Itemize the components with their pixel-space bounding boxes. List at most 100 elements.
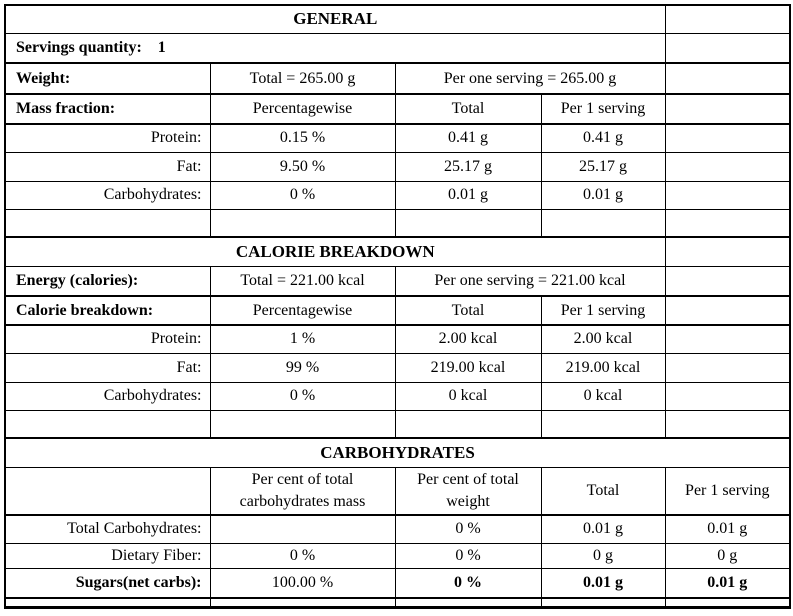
table-row: Protein: 1 % 2.00 kcal 2.00 kcal — [4, 324, 791, 354]
carbs-col-total: Total — [540, 466, 666, 516]
empty-cell — [394, 208, 542, 238]
calories-carbs-total: 0 kcal — [394, 381, 542, 411]
weight-per-serving-cell: Per one serving = 265.00 g — [394, 62, 666, 95]
calories-protein-label: Protein: — [4, 324, 211, 354]
general-carbs-pct: 0 % — [209, 180, 396, 210]
general-col-per-serving: Per 1 serving — [540, 93, 666, 125]
general-protein-per-serving: 0.41 g — [540, 123, 666, 153]
calories-protein-pct: 1 % — [209, 324, 396, 354]
calories-carbs-label: Carbohydrates: — [4, 381, 211, 411]
servings-quantity-value: 1 — [157, 38, 166, 56]
weight-label: Weight: — [4, 62, 211, 95]
general-title-side-cell — [664, 4, 791, 34]
empty-cell — [394, 409, 542, 439]
carbs-col-pct-weight: Per cent of total weight — [394, 466, 542, 516]
side-cell — [664, 381, 791, 411]
dietary-fiber-label: Dietary Fiber: — [4, 542, 211, 569]
general-fat-total: 25.17 g — [394, 151, 542, 182]
carbs-header-empty-cell — [4, 466, 211, 516]
weight-total-cell: Total = 265.00 g — [209, 62, 396, 95]
calories-fat-total: 219.00 kcal — [394, 352, 542, 383]
general-fat-pct: 9.50 % — [209, 151, 396, 182]
general-col-percentagewise: Percentagewise — [209, 93, 396, 125]
sugars-label: Sugars(net carbs): — [4, 567, 211, 599]
sugars-pct-mass: 100.00 % — [209, 567, 396, 599]
total-carbs-total: 0.01 g — [540, 514, 666, 544]
general-protein-total: 0.41 g — [394, 123, 542, 153]
table-row: Carbohydrates: 0 % 0 kcal 0 kcal — [4, 381, 791, 411]
empty-cell — [4, 409, 211, 439]
table-row: Carbohydrates: 0 % 0.01 g 0.01 g — [4, 180, 791, 210]
table-row: Protein: 0.15 % 0.41 g 0.41 g — [4, 123, 791, 153]
side-cell — [664, 151, 791, 182]
calorie-breakdown-side-cell — [664, 295, 791, 326]
empty-cell — [540, 409, 666, 439]
side-cell — [664, 180, 791, 210]
empty-cell — [4, 597, 211, 608]
empty-cell — [664, 597, 791, 608]
general-carbs-per-serving: 0.01 g — [540, 180, 666, 210]
energy-total-cell: Total = 221.00 kcal — [209, 265, 396, 297]
empty-cell — [664, 208, 791, 238]
energy-side-cell — [664, 265, 791, 297]
general-section-title: GENERAL — [4, 4, 666, 34]
empty-cell — [209, 208, 396, 238]
servings-quantity-label: Servings quantity: — [16, 38, 142, 56]
empty-cell — [540, 597, 666, 608]
servings-side-cell — [664, 32, 791, 64]
servings-quantity-row: Servings quantity: 1 — [4, 32, 666, 64]
carbohydrates-section-title: CARBOHYDRATES — [4, 437, 791, 468]
empty-cell — [664, 409, 791, 439]
dietary-fiber-pct-weight: 0 % — [394, 542, 542, 569]
calories-section-title: CALORIE BREAKDOWN — [4, 236, 666, 267]
table-row: Total Carbohydrates: 0 % 0.01 g 0.01 g — [4, 514, 791, 544]
empty-cell — [394, 597, 542, 608]
sugars-pct-weight: 0 % — [394, 567, 542, 599]
cutoff-stub-row — [4, 597, 791, 608]
weight-side-cell — [664, 62, 791, 95]
calories-fat-label: Fat: — [4, 352, 211, 383]
calorie-breakdown-label: Calorie breakdown: — [4, 295, 211, 326]
dietary-fiber-per-serving: 0 g — [664, 542, 791, 569]
empty-cell — [4, 208, 211, 238]
sugars-per-serving: 0.01 g — [664, 567, 791, 599]
calories-fat-per-serving: 219.00 kcal — [540, 352, 666, 383]
empty-cell — [540, 208, 666, 238]
nutrition-table: GENERAL Servings quantity: 1 Weight: Tota… — [4, 4, 792, 609]
dietary-fiber-pct-mass: 0 % — [209, 542, 396, 569]
mass-fraction-label: Mass fraction: — [4, 93, 211, 125]
energy-per-serving-cell: Per one serving = 221.00 kcal — [394, 265, 666, 297]
side-cell — [664, 123, 791, 153]
side-cell — [664, 352, 791, 383]
total-carbs-pct-mass — [209, 514, 396, 544]
general-carbs-label: Carbohydrates: — [4, 180, 211, 210]
calories-col-total: Total — [394, 295, 542, 326]
general-fat-label: Fat: — [4, 151, 211, 182]
calories-col-percentagewise: Percentagewise — [209, 295, 396, 326]
general-protein-pct: 0.15 % — [209, 123, 396, 153]
calories-title-side-cell — [664, 236, 791, 267]
total-carbs-pct-weight: 0 % — [394, 514, 542, 544]
table-row: Fat: 99 % 219.00 kcal 219.00 kcal — [4, 352, 791, 383]
spacer-row — [4, 409, 791, 439]
table-row: Fat: 9.50 % 25.17 g 25.17 g — [4, 151, 791, 182]
calories-carbs-pct: 0 % — [209, 381, 396, 411]
general-col-total: Total — [394, 93, 542, 125]
mass-fraction-side-cell — [664, 93, 791, 125]
table-row: Dietary Fiber: 0 % 0 % 0 g 0 g — [4, 542, 791, 569]
calories-protein-per-serving: 2.00 kcal — [540, 324, 666, 354]
total-carbs-per-serving: 0.01 g — [664, 514, 791, 544]
carbs-col-per-serving: Per 1 serving — [664, 466, 791, 516]
energy-label: Energy (calories): — [4, 265, 211, 297]
empty-cell — [209, 597, 396, 608]
table-row: Sugars(net carbs): 100.00 % 0 % 0.01 g 0… — [4, 567, 791, 599]
carbs-col-pct-carb-mass: Per cent of total carbohydrates mass — [209, 466, 396, 516]
total-carbs-label: Total Carbohydrates: — [4, 514, 211, 544]
sugars-total: 0.01 g — [540, 567, 666, 599]
dietary-fiber-total: 0 g — [540, 542, 666, 569]
calories-col-per-serving: Per 1 serving — [540, 295, 666, 326]
calories-fat-pct: 99 % — [209, 352, 396, 383]
side-cell — [664, 324, 791, 354]
spacer-row — [4, 208, 791, 238]
